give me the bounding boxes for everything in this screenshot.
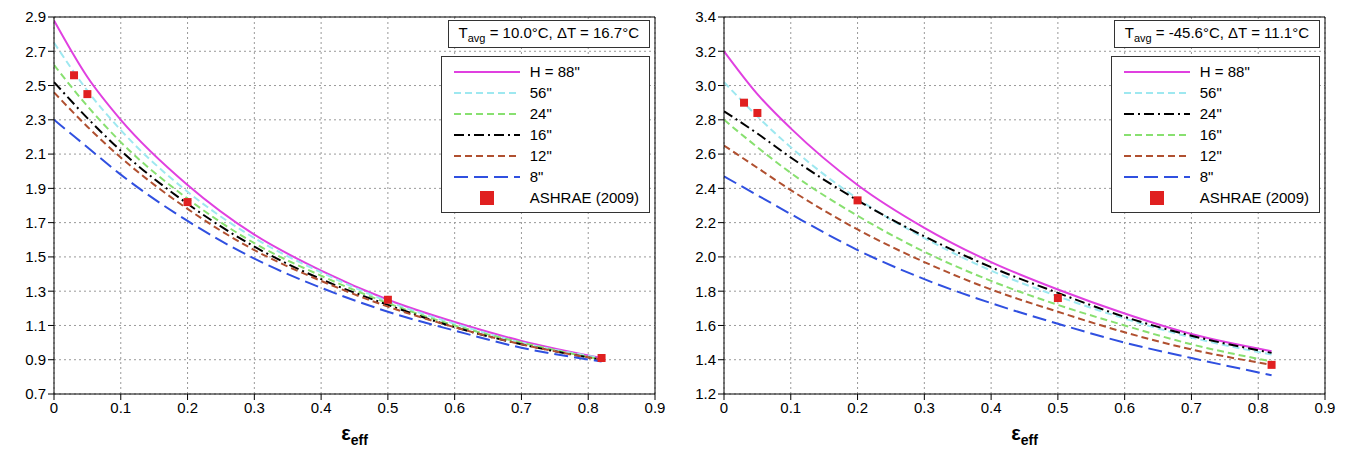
svg-text:0.9: 0.9: [25, 351, 46, 368]
svg-text:2.1: 2.1: [25, 145, 46, 162]
svg-text:1.2: 1.2: [695, 385, 716, 402]
svg-text:0.4: 0.4: [311, 399, 332, 416]
html-text:16": 16": [1199, 126, 1222, 143]
html-text:H = 88": H = 88": [1199, 63, 1250, 80]
html-text:Tavg= -45.6°C, ΔT = 11.1°C: Tavg= -45.6°C, ΔT = 11.1°C: [1124, 24, 1309, 44]
svg-text:0.5: 0.5: [377, 399, 398, 416]
svg-text:3.4: 3.4: [695, 8, 716, 25]
svg-text:0.8: 0.8: [1248, 399, 1269, 416]
svg-text:0.1: 0.1: [780, 399, 801, 416]
svg-text:2.6: 2.6: [695, 145, 716, 162]
html-text:12": 12": [1199, 147, 1222, 164]
html-text:24": 24": [1199, 105, 1222, 122]
svg-text:εeff: εeff: [1011, 422, 1038, 446]
svg-text:0.6: 0.6: [1114, 399, 1135, 416]
svg-text:0.5: 0.5: [1047, 399, 1068, 416]
svg-text:1.7: 1.7: [25, 214, 46, 231]
svg-text:2.7: 2.7: [25, 43, 46, 60]
html-text:H = 88": H = 88": [529, 63, 580, 80]
svg-text:0.3: 0.3: [914, 399, 935, 416]
svg-text:1.9: 1.9: [25, 180, 46, 197]
svg-text:1.4: 1.4: [695, 351, 716, 368]
html-text:16": 16": [529, 126, 552, 143]
html-text:12": 12": [529, 147, 552, 164]
svg-text:2.0: 2.0: [695, 248, 716, 265]
html-text:8": 8": [1199, 168, 1214, 185]
svg-text:0.8: 0.8: [578, 399, 599, 416]
svg-text:0.1: 0.1: [110, 399, 131, 416]
svg-text:0: 0: [720, 399, 728, 416]
svg-text:0.7: 0.7: [25, 385, 46, 402]
svg-text:2.2: 2.2: [695, 214, 716, 231]
svg-text:0.3: 0.3: [244, 399, 265, 416]
svg-text:0.4: 0.4: [981, 399, 1002, 416]
svg-text:2.9: 2.9: [25, 8, 46, 25]
html-text:24": 24": [529, 105, 552, 122]
svg-text:1.3: 1.3: [25, 283, 46, 300]
html-text:8": 8": [529, 168, 544, 185]
html-text:Tavg= 10.0°C, ΔT = 16.7°C: Tavg= 10.0°C, ΔT = 16.7°C: [458, 24, 639, 44]
html-text:ASHRAE (2009): ASHRAE (2009): [1199, 189, 1309, 206]
svg-text:0.7: 0.7: [1181, 399, 1202, 416]
svg-text:0: 0: [50, 399, 58, 416]
svg-text:0.9: 0.9: [1315, 399, 1336, 416]
svg-text:εeff: εeff: [341, 422, 368, 446]
svg-text:2.5: 2.5: [25, 77, 46, 94]
svg-text:1.1: 1.1: [25, 317, 46, 334]
svg-text:3.2: 3.2: [695, 43, 716, 60]
svg-text:2.4: 2.4: [695, 180, 716, 197]
svg-text:2.3: 2.3: [25, 111, 46, 128]
svg-text:0.7: 0.7: [511, 399, 532, 416]
svg-text:3.0: 3.0: [695, 77, 716, 94]
svg-text:0.9: 0.9: [645, 399, 666, 416]
html-text:ASHRAE (2009): ASHRAE (2009): [529, 189, 639, 206]
svg-text:1.8: 1.8: [695, 283, 716, 300]
svg-text:0.2: 0.2: [177, 399, 198, 416]
svg-text:0.2: 0.2: [847, 399, 868, 416]
svg-text:0.6: 0.6: [444, 399, 465, 416]
html-text:56": 56": [1199, 84, 1222, 101]
svg-text:1.6: 1.6: [695, 317, 716, 334]
html-text:56": 56": [529, 84, 552, 101]
svg-text:2.8: 2.8: [695, 111, 716, 128]
svg-text:1.5: 1.5: [25, 248, 46, 265]
